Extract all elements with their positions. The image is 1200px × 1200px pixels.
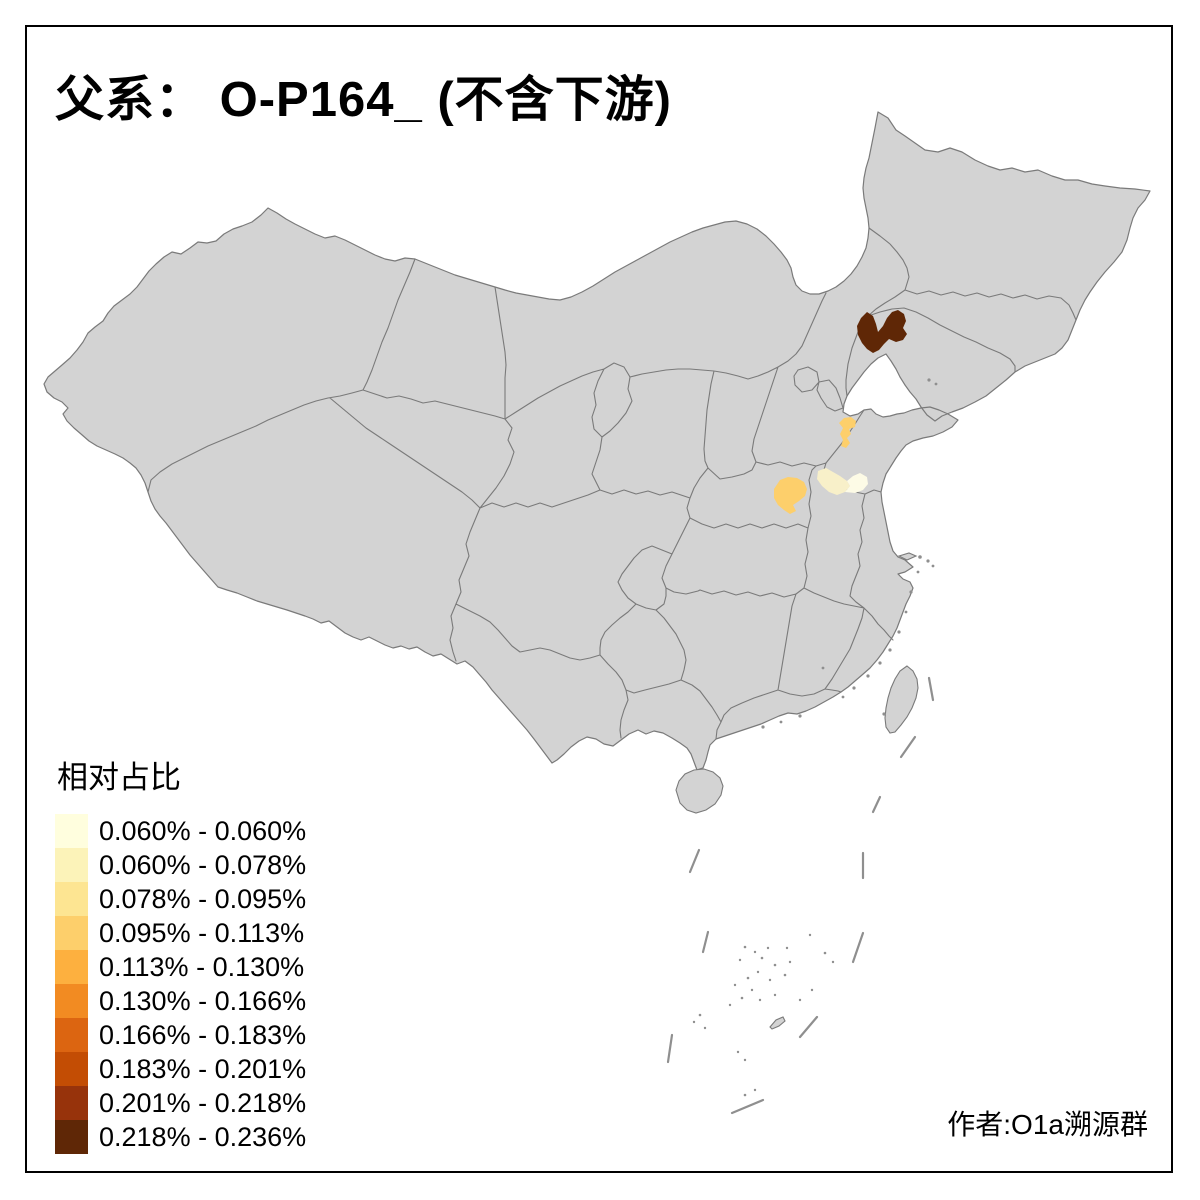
legend-swatch <box>55 1120 88 1154</box>
region-liaoning-dark <box>857 310 907 353</box>
legend: 相对占比 0.060% - 0.060% 0.060% - 0.078% 0.078… <box>55 752 306 1154</box>
legend-label: 0.183% - 0.201% <box>99 1053 307 1084</box>
legend-item-1: 0.060% - 0.078% <box>55 848 306 882</box>
legend-item-2: 0.078% - 0.095% <box>55 882 306 916</box>
hainan-island <box>675 768 724 814</box>
nine-dash-line <box>666 676 935 1115</box>
chongming-island <box>897 552 918 561</box>
legend-label: 0.201% - 0.218% <box>99 1087 307 1118</box>
legend-title: 相对占比 <box>57 760 181 795</box>
legend-swatch <box>55 882 88 916</box>
legend-label: 0.095% - 0.113% <box>99 917 305 948</box>
south-china-sea-islets <box>692 933 835 1097</box>
legend-item-0: 0.060% - 0.060% <box>55 814 306 848</box>
legend-item-9: 0.218% - 0.236% <box>55 1120 306 1154</box>
legend-item-4: 0.113% - 0.130% <box>55 950 306 984</box>
legend-label: 0.218% - 0.236% <box>99 1121 307 1152</box>
legend-item-6: 0.166% - 0.183% <box>55 1018 306 1052</box>
legend-swatch <box>55 984 88 1018</box>
region-henan-mid <box>774 477 807 514</box>
coastal-islets <box>761 378 938 729</box>
legend-item-5: 0.130% - 0.166% <box>55 984 306 1018</box>
legend-swatch <box>55 1018 88 1052</box>
legend-item-8: 0.201% - 0.218% <box>55 1086 306 1120</box>
legend-swatch <box>55 1086 88 1120</box>
china-mainland <box>43 111 1151 771</box>
legend-rows: 0.060% - 0.060% 0.060% - 0.078% 0.078% - 0… <box>55 814 306 1154</box>
legend-swatch <box>55 848 88 882</box>
legend-item-3: 0.095% - 0.113% <box>55 916 306 950</box>
legend-label: 0.130% - 0.166% <box>99 985 307 1016</box>
attribution-text: 作者:O1a溯源群 <box>947 1109 1148 1140</box>
legend-swatch <box>55 814 88 848</box>
legend-swatch <box>55 950 88 984</box>
province-borders <box>147 227 1077 740</box>
legend-swatch <box>55 1052 88 1086</box>
region-shandong-mid <box>839 417 856 448</box>
legend-swatch <box>55 916 88 950</box>
legend-label: 0.113% - 0.130% <box>99 951 305 982</box>
legend-item-7: 0.183% - 0.201% <box>55 1052 306 1086</box>
legend-label: 0.060% - 0.060% <box>99 815 307 846</box>
map-title: 父系： O-P164_ (不含下游) <box>55 73 672 127</box>
taiwan-island <box>884 665 919 734</box>
region-border-light-east <box>845 473 868 493</box>
legend-label: 0.078% - 0.095% <box>99 883 307 914</box>
region-border-light-west <box>817 468 850 495</box>
legend-label: 0.060% - 0.078% <box>99 849 307 880</box>
legend-label: 0.166% - 0.183% <box>99 1019 307 1050</box>
spratly-islet <box>769 1016 786 1030</box>
